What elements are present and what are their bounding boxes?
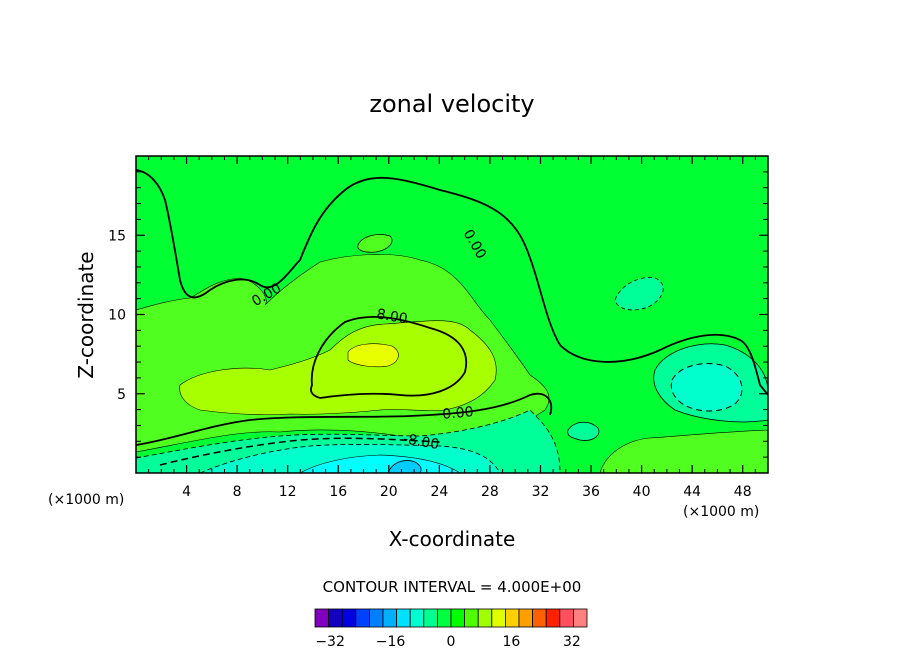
x-tick-label: 32 [532,484,550,500]
colorbar-tick-label: 16 [503,634,521,650]
colorbar-swatch [450,608,466,628]
x-tick-label: 20 [380,484,398,500]
lower-right-lightgreen [599,429,768,473]
x-unit-right: (×1000 m) [683,504,759,520]
colorbar-swatch [464,608,479,628]
yellow-region [347,343,399,368]
x-tick-label: 12 [279,484,297,500]
x-tick-label: 8 [233,484,242,500]
zero-contour-lower [136,392,553,446]
colorbar-swatch [504,608,520,628]
y-tick-label: 15 [108,228,126,244]
y-axis-ticks: 5 10 15 [108,171,768,458]
x-tick-label: 40 [633,484,651,500]
x-tick-label: 44 [683,484,701,500]
colorbar-swatch [518,608,534,628]
x-tick-label: 48 [734,484,752,500]
colorbar-swatch [436,608,452,628]
zero-contour-upper [136,169,768,396]
neg8-contour [159,437,441,466]
contour-label: 8.00 [375,306,408,327]
small-teal-patch [567,421,600,441]
contour-label: -8.00 [402,431,440,453]
x-tick-label: 4 [182,484,191,500]
contour-label: 0.00 [442,404,474,423]
colorbar-swatch [532,608,547,628]
colorbar-swatch [396,608,411,628]
colorbar-swatch [545,608,561,628]
colorbar [314,608,588,628]
bottom-blue-core [387,460,422,473]
eight-contour [310,316,468,399]
colorbar-swatch [559,608,574,628]
yellow-green-region [179,320,497,416]
colorbar-tick-label: 32 [563,634,581,650]
x-tick-label: 16 [329,484,347,500]
contour-field [136,156,768,473]
colorbar-tick-label: 0 [447,634,456,650]
colorbar-ticks: −32 −16 0 16 32 [315,634,580,650]
colorbar-tick-label: −16 [376,634,406,650]
x-axis-ticks: 4 8 12 16 20 24 28 32 36 40 44 48 [148,156,756,500]
x-axis-label: X-coordinate [389,527,516,551]
contour-interval-text: CONTOUR INTERVAL = 4.000E+00 [323,578,582,596]
colorbar-swatch [355,608,370,628]
colorbar-swatch [409,608,425,628]
colorbar-tick-label: −32 [315,634,345,650]
x-tick-label: 24 [430,484,448,500]
colorbar-swatch [491,608,506,628]
right-teal-core [670,363,743,412]
y-tick-label: 5 [117,387,126,403]
upper-right-blob [614,277,664,311]
colorbar-swatch [477,608,493,628]
x-tick-label: 28 [481,484,499,500]
colorbar-swatch [368,608,384,628]
colorbar-swatch [341,608,357,628]
colorbar-swatch [314,608,330,628]
chart-title: zonal velocity [369,90,534,118]
colorbar-swatch [573,608,588,628]
x-unit-left: (×1000 m) [48,492,124,508]
y-tick-label: 10 [108,308,126,324]
colorbar-swatch [328,608,343,628]
colorbar-swatch [382,608,398,628]
y-axis-label: Z-coordinate [74,251,98,378]
colorbar-swatch [423,608,438,628]
upper-left-blob [357,234,393,253]
x-tick-label: 36 [582,484,600,500]
